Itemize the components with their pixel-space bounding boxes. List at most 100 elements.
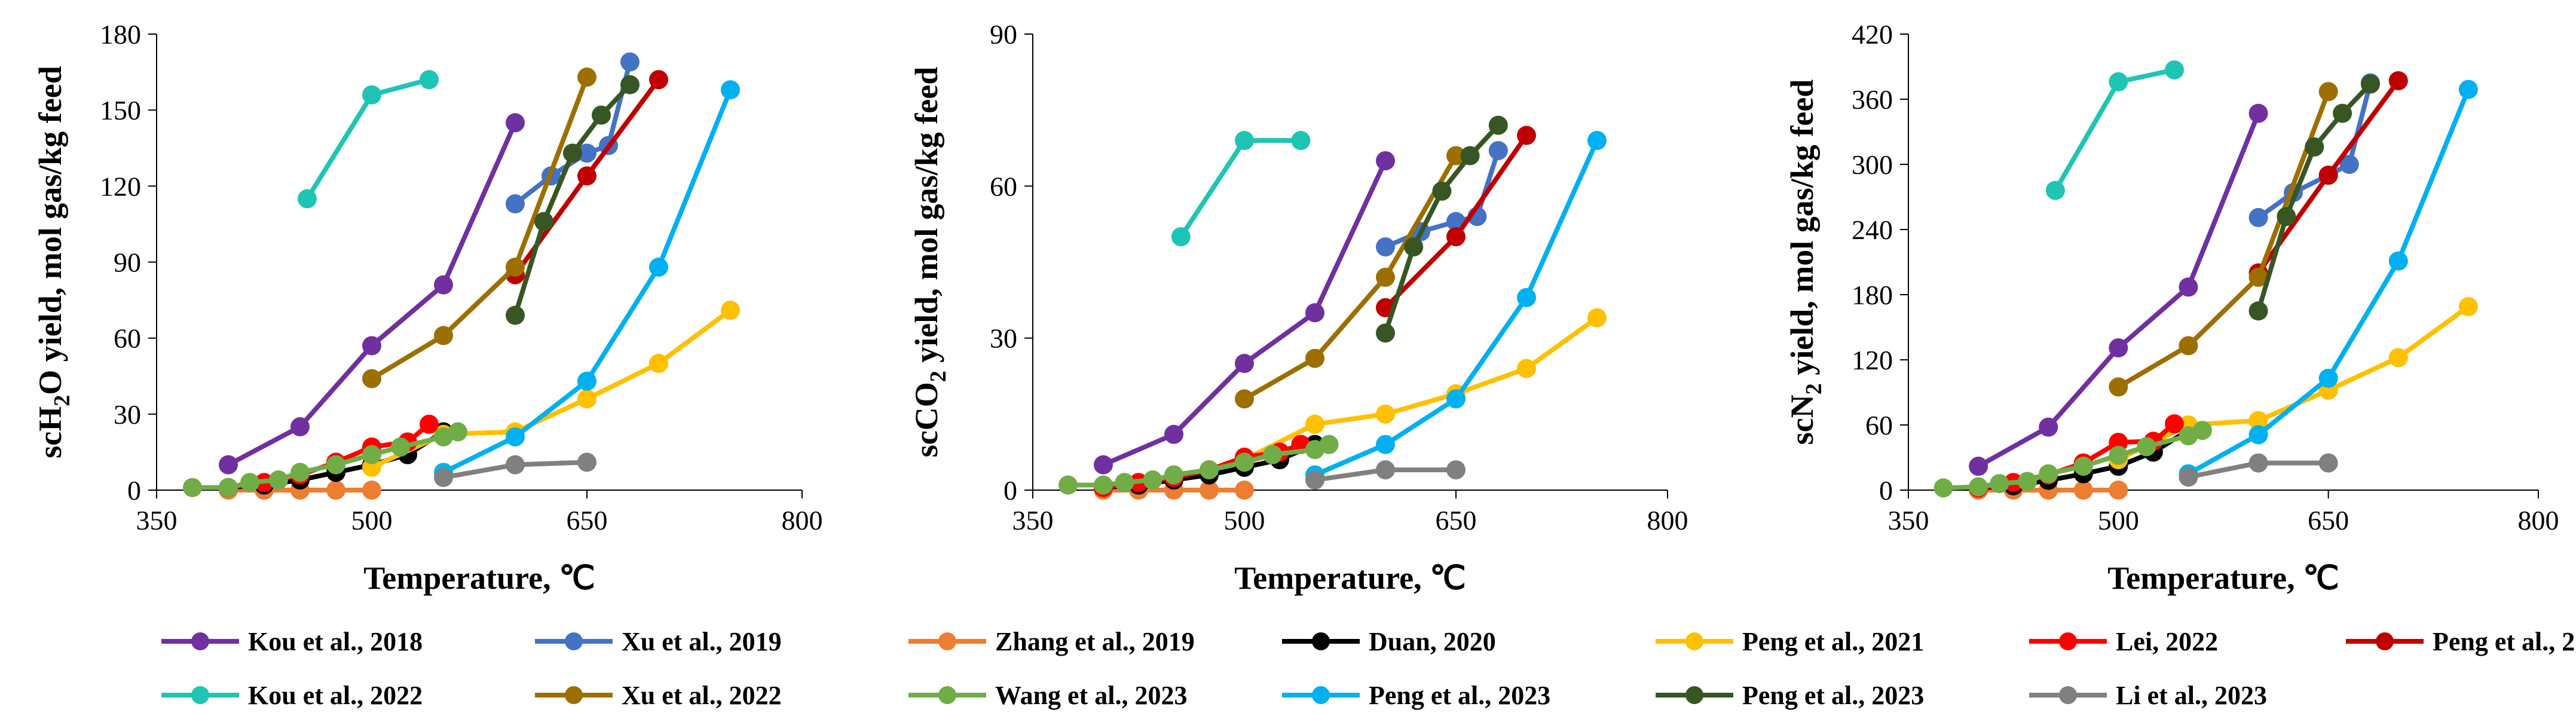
y-tick-label: 240 <box>1852 215 1893 245</box>
legend-swatch-marker <box>2376 632 2394 650</box>
series-line <box>1243 316 1599 462</box>
data-point <box>1933 478 1953 498</box>
data-point <box>577 371 596 391</box>
y-axis-title-subscript: 2 <box>50 395 75 406</box>
y-axis-title-part: O yield, mol gas/kg feed <box>32 66 68 395</box>
x-tick-label: 500 <box>351 505 393 536</box>
y-tick-label: 90 <box>114 247 141 278</box>
series-line <box>1977 112 2261 469</box>
data-point <box>2045 181 2065 200</box>
y-tick-label: 60 <box>1865 410 1893 441</box>
legend-label: Kou et al., 2022 <box>248 681 423 710</box>
data-point <box>1291 131 1311 151</box>
y-axis-title-part: yield, mol gas/kg feed <box>908 67 944 371</box>
data-point <box>1376 151 1395 170</box>
data-point <box>2039 417 2058 437</box>
data-point <box>1432 181 1452 201</box>
x-tick-label: 650 <box>567 505 608 536</box>
data-point <box>1235 389 1254 409</box>
series-11 <box>2179 79 2478 484</box>
series-line <box>1383 123 1500 334</box>
data-point <box>434 326 453 345</box>
data-point <box>434 275 453 295</box>
data-point <box>2248 103 2268 123</box>
legend-item: Kou et al., 2022 <box>161 681 423 710</box>
data-point <box>577 166 596 186</box>
series-1 <box>1969 103 2268 476</box>
data-point <box>2109 72 2128 91</box>
series-10 <box>1058 435 1339 495</box>
data-point <box>1517 359 1536 378</box>
series-8 <box>298 70 439 209</box>
series-10 <box>1933 421 2212 498</box>
y-tick-label: 300 <box>1852 149 1893 180</box>
y-tick-label: 30 <box>990 323 1017 354</box>
data-point <box>2388 251 2408 271</box>
data-point <box>326 481 345 500</box>
data-point <box>1235 354 1254 374</box>
series-11 <box>434 80 740 482</box>
data-point <box>721 80 740 100</box>
series-10 <box>183 422 467 497</box>
y-tick-label: 60 <box>990 171 1017 201</box>
data-point <box>1143 470 1162 490</box>
y-axis-title-part: scH <box>32 406 68 458</box>
data-point <box>2073 457 2093 476</box>
data-point <box>1305 414 1324 434</box>
legend-item: Wang et al., 2023 <box>908 681 1187 710</box>
series-7 <box>506 70 668 285</box>
data-point <box>219 455 238 475</box>
series-line <box>513 61 632 206</box>
data-point <box>1171 227 1191 247</box>
data-point <box>1200 481 1219 500</box>
legend-label: Peng et al., 2022 <box>2433 627 2576 656</box>
data-point <box>2388 348 2408 368</box>
legend-swatch-marker <box>938 632 956 650</box>
legend-label: Kou et al., 2018 <box>248 627 423 656</box>
data-point <box>1263 445 1283 464</box>
y-tick-label: 360 <box>1852 84 1893 115</box>
data-point <box>1446 460 1466 480</box>
series-line <box>1243 154 1458 401</box>
data-point <box>2165 414 2185 434</box>
data-point <box>2333 103 2352 123</box>
series-9 <box>362 68 596 389</box>
legend-item: Kou et al., 2018 <box>161 627 423 656</box>
data-point <box>534 212 553 231</box>
legend-label: Li et al., 2023 <box>2116 681 2267 710</box>
data-point <box>506 257 525 277</box>
x-tick-label: 500 <box>1224 505 1265 536</box>
data-point <box>1587 308 1607 328</box>
y-tick-label: 120 <box>1852 345 1893 375</box>
data-point <box>434 427 453 446</box>
data-point <box>620 52 640 72</box>
data-point <box>506 113 525 133</box>
series-9 <box>1235 146 1466 409</box>
data-point <box>649 70 668 90</box>
legend-item: Xu et al., 2019 <box>535 627 782 656</box>
data-point <box>563 143 582 163</box>
data-point <box>298 189 317 209</box>
legend-item: Peng et al., 2023 <box>1282 681 1550 710</box>
data-point <box>1058 475 1078 495</box>
chart-panel-3: 0 60 120 180 240 300 360 420 350 500 650 800 Tempera… <box>1784 19 2559 596</box>
series-1 <box>1094 151 1395 475</box>
data-point <box>2109 338 2128 358</box>
y-axis-title-part: scN <box>1784 394 1820 445</box>
data-point <box>362 445 381 464</box>
series-1 <box>219 113 525 475</box>
data-point <box>1376 323 1395 343</box>
data-point <box>2073 481 2093 500</box>
data-point <box>649 354 668 374</box>
x-tick-label: 650 <box>1436 505 1477 536</box>
series-7 <box>1376 126 1536 317</box>
legend-label: Peng et al., 2023 <box>1369 681 1550 710</box>
data-point <box>391 437 410 457</box>
data-point <box>1305 470 1324 490</box>
data-point <box>362 369 381 389</box>
y-axis-title: scCO2 yield, mol gas/kg feed <box>908 67 951 457</box>
data-point <box>1094 455 1113 475</box>
x-tick-label: 800 <box>2518 505 2559 536</box>
data-point <box>1235 131 1254 151</box>
